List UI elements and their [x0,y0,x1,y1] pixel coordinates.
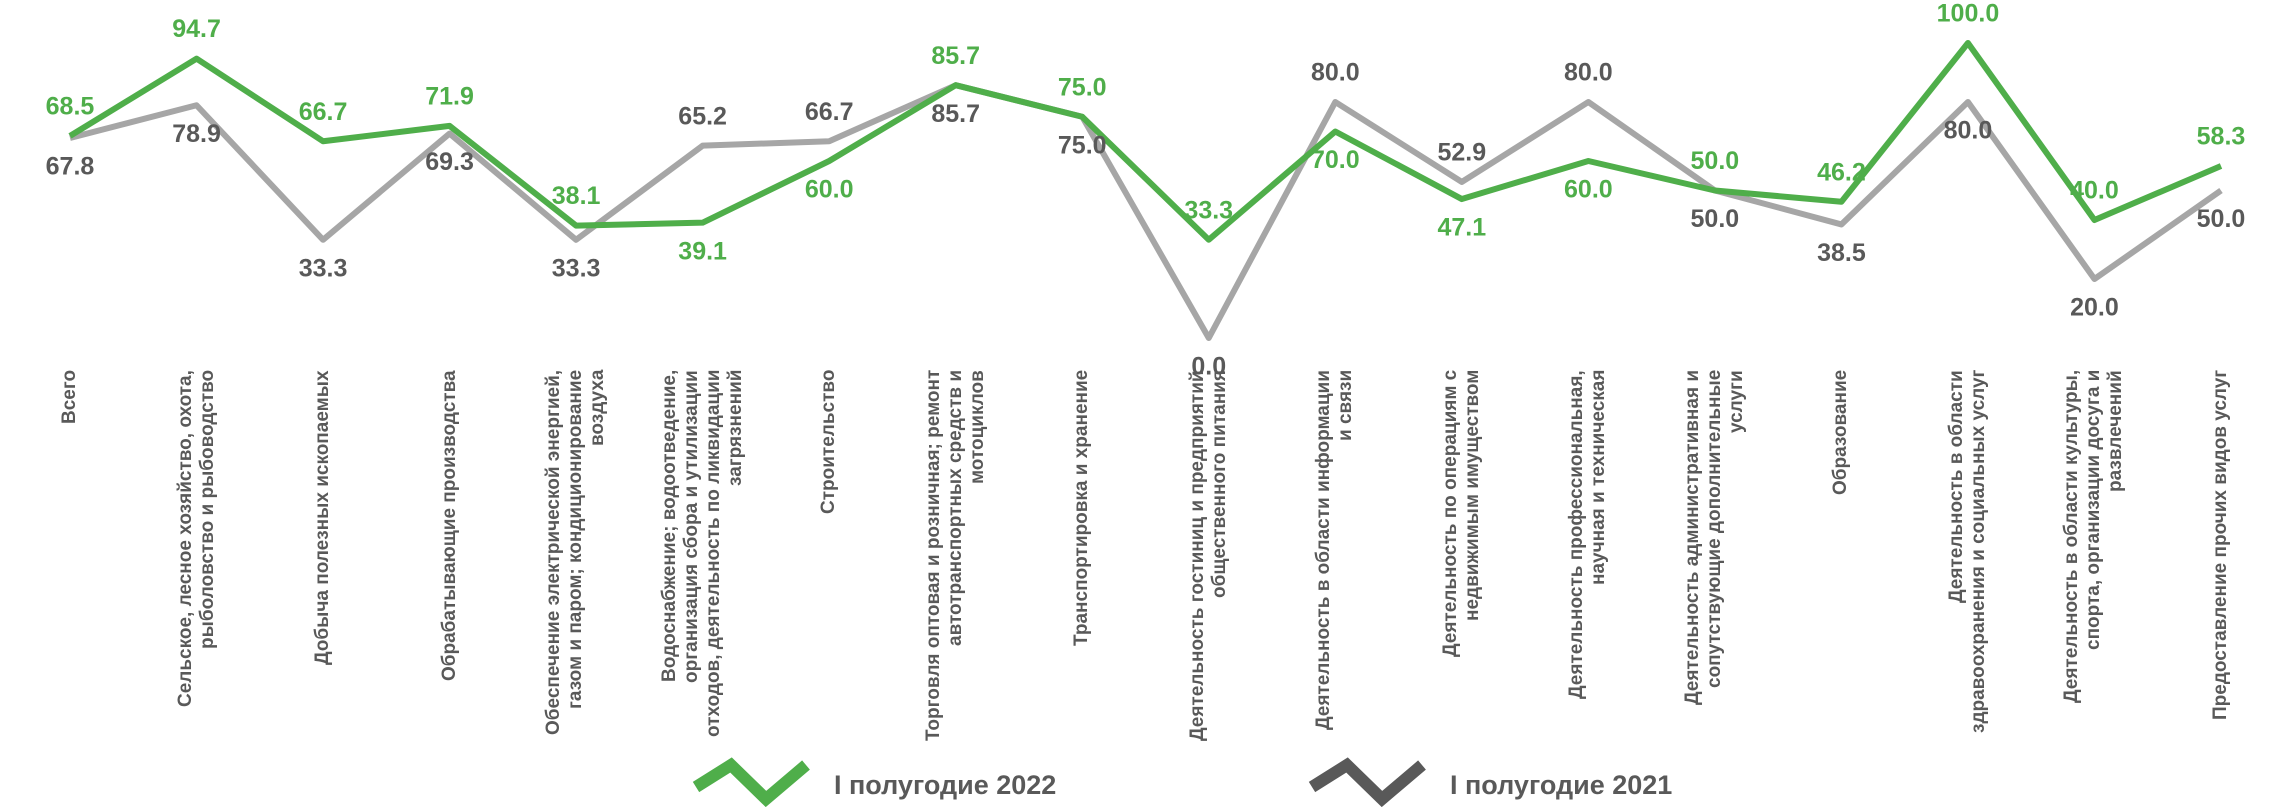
x-tick-label: Торговля оптовая и розничная; ремонт авт… [922,370,988,742]
data-label: 50.0 [1691,205,1740,233]
x-tick-label: Деятельность в области культуры, спорта,… [2061,370,2127,704]
data-label: 75.0 [1058,73,1107,101]
legend-icon [692,757,810,807]
data-label: 60.0 [1564,176,1613,204]
data-label: 50.0 [1691,147,1740,175]
data-label: 94.7 [172,15,221,43]
data-label: 38.1 [552,182,601,210]
data-label: 66.7 [805,98,854,126]
legend-label: I полугодие 2022 [834,770,1056,800]
legend-icon [1308,757,1426,807]
x-tick-label: Сельское, лесное хозяйство, охота, рыбол… [174,370,218,707]
data-label: 50.0 [2197,205,2246,233]
data-label: 40.0 [2070,177,2119,205]
data-label: 60.0 [805,176,854,204]
data-label: 85.7 [931,42,980,70]
data-label: 80.0 [1564,59,1613,87]
x-tick-label: Деятельность в области здравоохранения и… [1945,370,1989,734]
legend-label: I полугодие 2021 [1450,770,1672,800]
data-label: 58.3 [2197,123,2246,151]
data-label: 78.9 [172,120,221,148]
data-label: 100.0 [1937,0,2000,28]
data-label: 70.0 [1311,146,1360,174]
data-label: 67.8 [46,153,95,181]
data-label: 47.1 [1437,214,1486,242]
data-label: 38.5 [1817,239,1866,267]
x-tick-label: Деятельность в области информации и связ… [1313,370,1357,730]
data-label: 46.2 [1817,158,1866,186]
data-label: 80.0 [1311,59,1360,87]
data-label: 85.7 [931,100,980,128]
data-label: 69.3 [425,148,474,176]
data-label: 0.0 [1191,353,1226,381]
x-tick-label: Добыча полезных ископаемых [312,370,334,665]
x-tick-label: Деятельность по операциям с недвижимым и… [1439,370,1483,658]
data-label: 33.3 [1184,196,1233,224]
data-label: 52.9 [1437,139,1486,167]
x-tick-label: Деятельность гостиниц и предприятий обще… [1186,370,1230,741]
data-label: 80.0 [1944,117,1993,145]
x-tick-label: Образование [1830,370,1852,496]
x-tick-label: Транспортировка и хранение [1071,370,1093,647]
data-label: 68.5 [46,93,95,121]
x-tick-label: Обеспечение электрической энергией, газо… [543,370,609,736]
x-tick-label: Предоставление прочих видов услуг [2210,370,2231,721]
series-line [69,82,2223,341]
data-label: 33.3 [299,254,348,282]
data-label: 71.9 [425,83,474,111]
data-label: 66.7 [299,98,348,126]
data-label: 33.3 [552,254,601,282]
x-tick-label: Деятельность профессиональная, научная и… [1566,370,1610,699]
data-label: 39.1 [678,237,727,265]
x-tick-label: Строительство [818,370,840,515]
data-label: 65.2 [678,102,727,130]
x-tick-label: Водоснабжение; водоотведение, организаци… [658,370,746,738]
series-line [68,40,2223,243]
data-label: 75.0 [1058,131,1107,159]
x-tick-label: Обрабатывающие производства [438,370,460,681]
x-tick-label: Деятельность административная и сопутств… [1681,370,1747,706]
x-tick-label: Всего [59,370,80,425]
data-label: 20.0 [2070,294,2119,322]
